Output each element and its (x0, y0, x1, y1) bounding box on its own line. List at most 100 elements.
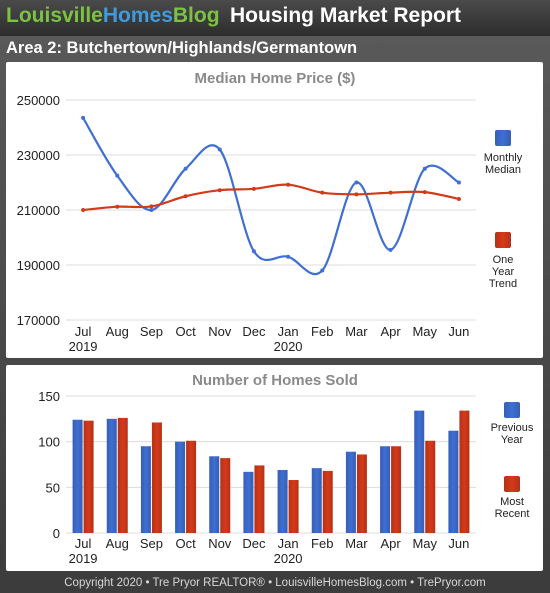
site-logo: LouisvilleHomesBlog (6, 4, 220, 28)
data-point (183, 166, 188, 171)
report-title: Housing Market Report (230, 4, 462, 27)
x-tick-label: May (412, 324, 437, 339)
x-tick-label: Apr (380, 324, 401, 339)
data-point (149, 208, 154, 212)
x-tick-label: Nov (208, 536, 232, 551)
data-point (251, 186, 256, 191)
median-price-panel: Median Home Price ($) 250000 230000 210000… (6, 62, 543, 358)
x-tick-label: Jan (278, 324, 299, 339)
legend-label: Monthly (484, 152, 523, 164)
bar-most-recent (322, 470, 333, 533)
legend-label: Previous (491, 422, 534, 434)
bar-previous-year (380, 446, 391, 533)
brand-part3: Blog (172, 4, 220, 27)
data-point (422, 190, 427, 195)
x-tick-label: Jul (75, 536, 92, 551)
legend-swatch (495, 130, 511, 146)
legend-swatch (495, 232, 511, 248)
bar-most-recent (220, 458, 231, 533)
report-header: LouisvilleHomesBlog Housing Market Repor… (0, 0, 550, 36)
bar-most-recent (254, 465, 265, 533)
legend-label: Median (485, 164, 521, 176)
year-label: 2020 (274, 551, 303, 566)
bar-most-recent (425, 440, 436, 533)
legend-label: Year (492, 266, 515, 278)
y-tick-label: 0 (53, 526, 60, 541)
legend-label: Recent (495, 508, 530, 520)
homes-sold-panel: Number of Homes Sold 150 100 50 0 Jul 2019 Au… (6, 365, 543, 571)
legend-label: One (493, 254, 514, 266)
x-tick-label: Nov (208, 324, 232, 339)
chart-title: Median Home Price ($) (195, 70, 356, 87)
data-point (115, 204, 120, 209)
y-tick-label: 190000 (17, 258, 60, 273)
bar-previous-year (140, 446, 151, 533)
x-tick-label: Sep (140, 324, 163, 339)
bar-previous-year (345, 451, 356, 533)
x-tick-label: Jul (75, 324, 92, 339)
data-point (354, 192, 359, 197)
brand-part1: Louisville (6, 4, 103, 27)
data-point (388, 247, 393, 252)
x-tick-label: Dec (242, 536, 266, 551)
year-label: 2019 (69, 551, 98, 566)
data-point (320, 268, 325, 273)
data-point (320, 190, 325, 195)
data-point (388, 190, 393, 195)
bar-previous-year (243, 471, 254, 533)
x-tick-label: Aug (106, 536, 129, 551)
legend-label: Most (500, 496, 524, 508)
legend-label: Trend (489, 278, 517, 290)
legend-swatch (504, 402, 520, 418)
bar-previous-year (106, 418, 117, 533)
x-tick-label: Mar (345, 324, 368, 339)
year-label: 2020 (274, 339, 303, 354)
bar-previous-year (209, 456, 220, 533)
y-tick-label: 210000 (17, 203, 60, 218)
bar-most-recent (83, 420, 94, 533)
data-point (81, 115, 86, 120)
bar-previous-year (311, 468, 322, 533)
bar-previous-year (414, 410, 425, 533)
x-tick-label: Sep (140, 536, 163, 551)
bar-most-recent (288, 480, 299, 533)
legend-label: Year (501, 434, 524, 446)
x-tick-label: Jun (448, 324, 469, 339)
y-tick-label: 150 (38, 389, 60, 404)
y-tick-label: 250000 (17, 93, 60, 108)
x-tick-label: Oct (175, 324, 196, 339)
x-tick-label: Dec (242, 324, 266, 339)
x-tick-label: Jan (278, 536, 299, 551)
series-line-monthly-median (82, 117, 460, 276)
median-price-chart: Median Home Price ($) 250000 230000 210000… (17, 70, 523, 354)
bar-most-recent (117, 417, 128, 533)
data-point (217, 188, 222, 193)
bar-most-recent (459, 410, 470, 533)
y-tick-label: 170000 (17, 313, 60, 328)
x-tick-label: Oct (175, 536, 196, 551)
data-point (286, 182, 291, 187)
bar-previous-year (175, 441, 186, 533)
data-point (422, 166, 427, 171)
year-label: 2019 (69, 339, 98, 354)
data-point (149, 204, 154, 209)
series-line-one-year-trend (82, 183, 460, 212)
data-point (286, 254, 291, 259)
brand-part2: Homes (102, 4, 173, 27)
x-tick-label: Feb (311, 536, 333, 551)
y-tick-label: 230000 (17, 148, 60, 163)
y-tick-label: 100 (38, 435, 60, 450)
data-point (115, 173, 120, 178)
data-point (183, 194, 188, 199)
data-point (456, 197, 461, 201)
x-tick-label: Apr (380, 536, 401, 551)
data-point (251, 249, 256, 254)
data-point (354, 180, 359, 185)
area-title: Area 2: Butchertown/Highlands/Germantown (6, 39, 358, 57)
